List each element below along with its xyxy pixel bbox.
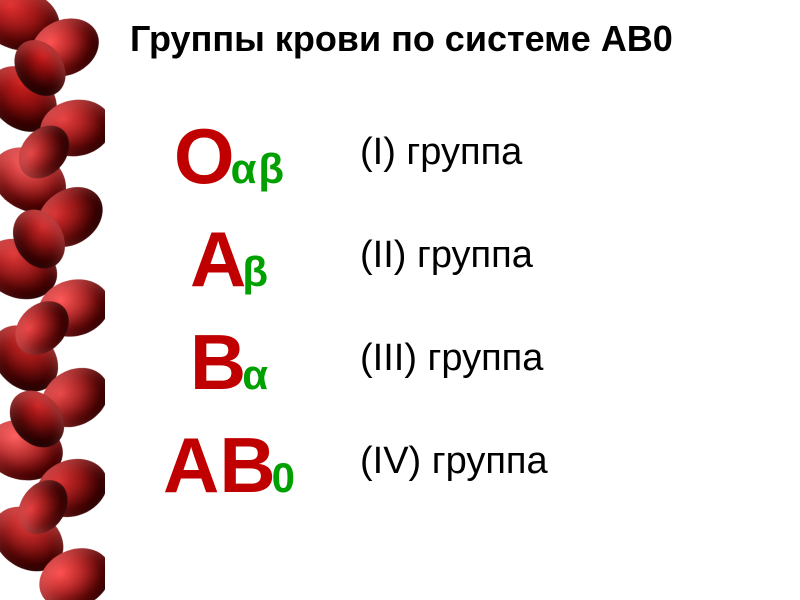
antibodies-wrap: β — [242, 213, 270, 293]
antigen-label: А — [190, 220, 246, 298]
antibody-label: α — [242, 354, 268, 396]
antigen-column: Аβ — [150, 213, 310, 298]
antigen-label: О — [174, 117, 235, 195]
blood-group-row: АВ0 (IV) группа — [150, 419, 750, 504]
antibodies-wrap: αβ — [231, 110, 286, 190]
antigen-column: АВ0 — [150, 419, 310, 504]
antigen-label: АВ — [163, 426, 276, 504]
group-roman-label: (IV) группа — [360, 440, 548, 483]
group-roman-label: (II) группа — [360, 234, 533, 277]
page-title: Группы крови по системе АВ0 — [130, 18, 673, 60]
antigen-label: В — [190, 323, 246, 401]
blood-cells-sidebar — [0, 0, 105, 600]
blood-group-row: Вα (III) группа — [150, 316, 750, 401]
antibodies-wrap: 0 — [272, 419, 297, 499]
antibody-label: β — [258, 148, 284, 190]
antibody-label: α — [231, 148, 257, 190]
blood-group-row: Оαβ (I) группа — [150, 110, 750, 195]
antigen-column: Оαβ — [150, 110, 310, 195]
group-roman-label: (III) группа — [360, 337, 543, 380]
antibody-label: β — [242, 251, 268, 293]
blood-group-row: Аβ (II) группа — [150, 213, 750, 298]
antibodies-wrap: α — [242, 316, 270, 396]
group-roman-label: (I) группа — [360, 131, 522, 174]
blood-group-list: Оαβ(I) группаАβ(II) группаВα(III) группа… — [150, 110, 750, 522]
antibody-label: 0 — [272, 457, 295, 499]
antigen-column: Вα — [150, 316, 310, 401]
